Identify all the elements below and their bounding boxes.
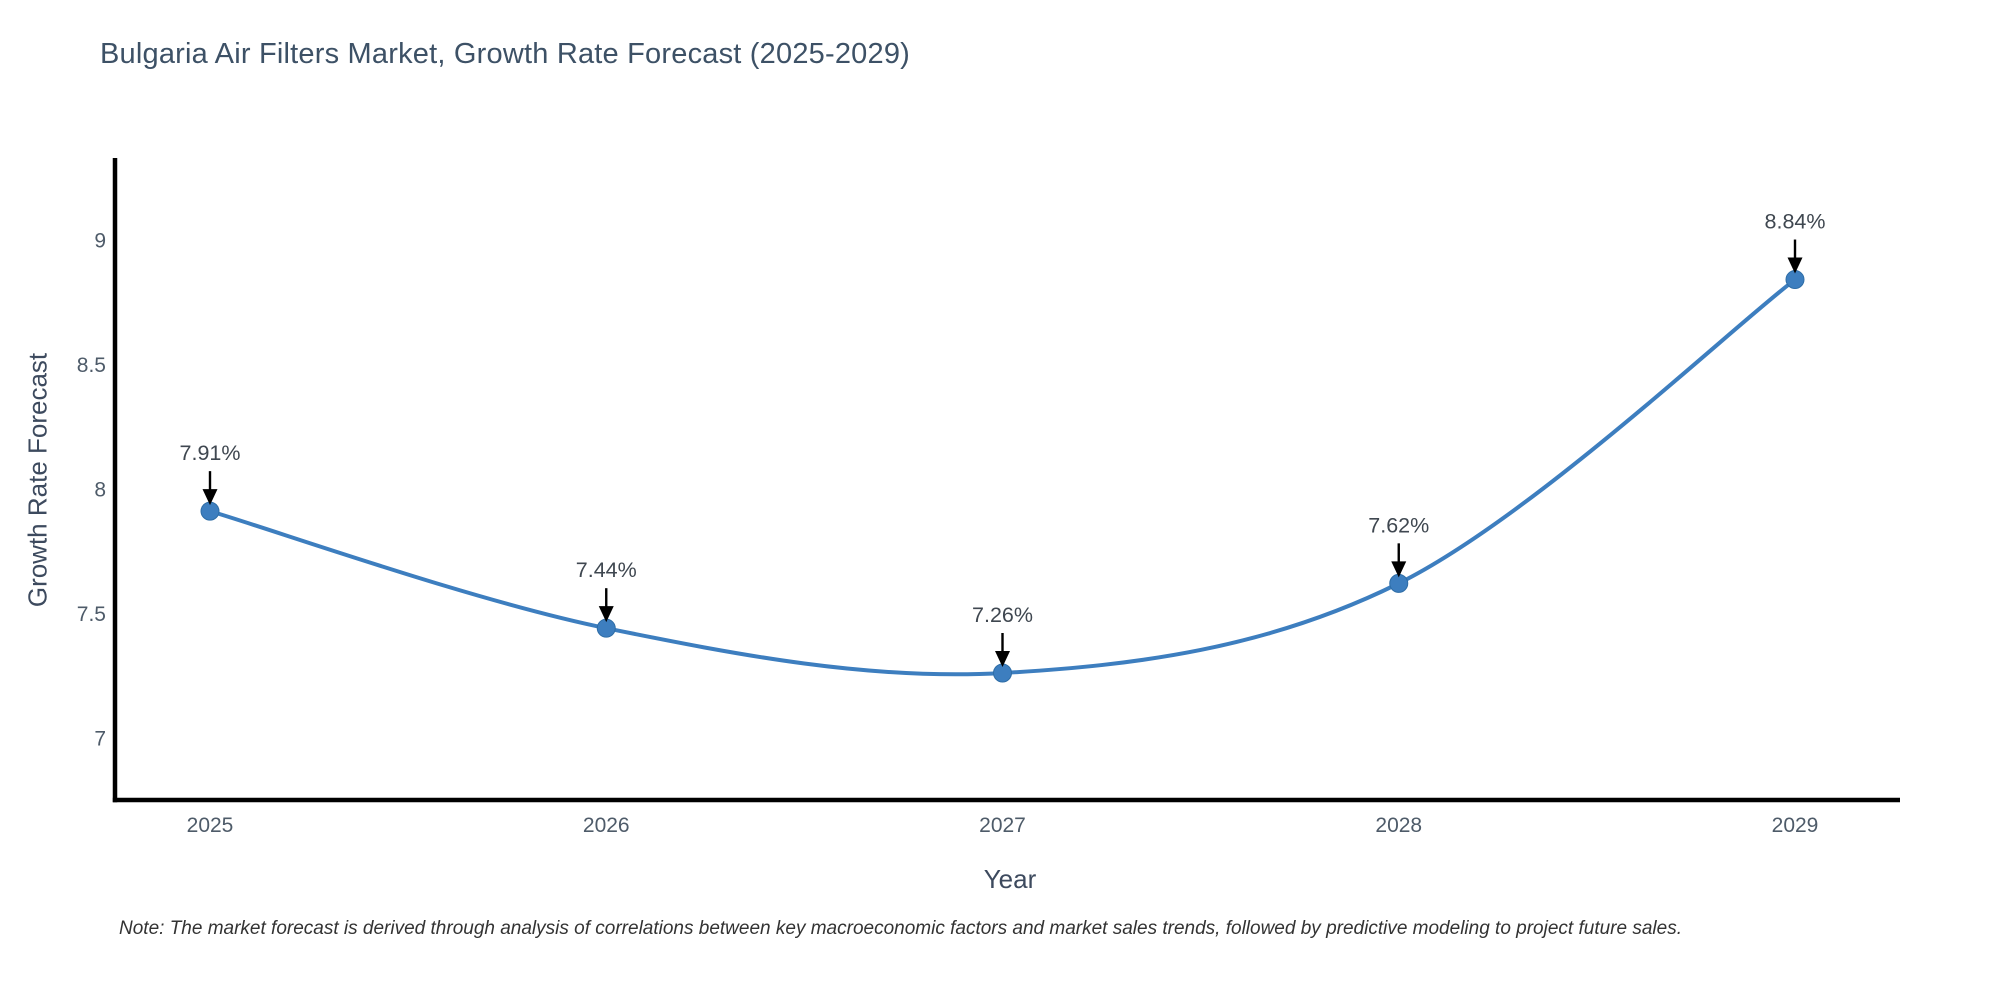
point-value-label: 7.62%	[1368, 513, 1429, 537]
annotation-arrowhead	[995, 650, 1010, 667]
chart-title: Bulgaria Air Filters Market, Growth Rate…	[100, 38, 911, 70]
point-value-label: 7.91%	[180, 441, 241, 465]
x-axis-title: Year	[983, 864, 1037, 894]
x-tick-label: 2026	[583, 814, 630, 837]
x-tick-label: 2027	[979, 814, 1026, 837]
point-value-label: 7.26%	[972, 603, 1033, 627]
y-axis-title: Growth Rate Forecast	[22, 352, 53, 608]
annotation-arrowhead	[1787, 257, 1803, 274]
x-tick-label: 2025	[187, 814, 234, 837]
x-tick-label: 2029	[1772, 814, 1819, 837]
y-tick-label: 7	[94, 728, 106, 751]
y-tick-label: 9	[94, 230, 106, 253]
y-tick-label: 8	[94, 479, 106, 502]
y-tick-label: 7.5	[77, 603, 106, 626]
chart-note: Note: The market forecast is derived thr…	[119, 918, 1682, 939]
x-tick-label: 2028	[1375, 814, 1422, 837]
point-value-label: 8.84%	[1765, 210, 1826, 234]
point-value-label: 7.44%	[576, 558, 637, 582]
y-tick-label: 8.5	[77, 354, 106, 377]
annotation-arrowhead	[598, 606, 614, 623]
annotation-arrowhead	[1391, 561, 1407, 578]
annotation-arrowhead	[202, 489, 218, 506]
